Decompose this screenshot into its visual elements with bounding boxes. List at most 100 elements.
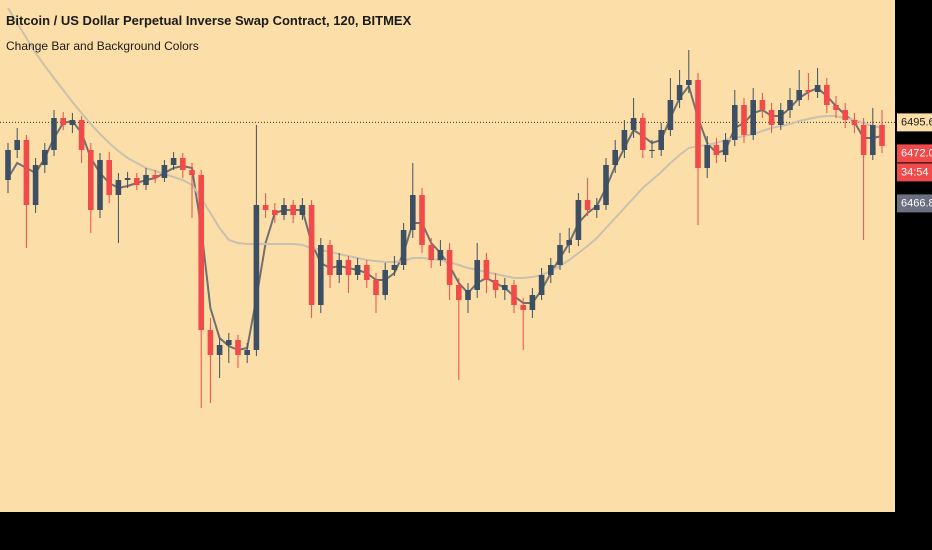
candle-body [713,145,720,155]
candle-body [612,150,618,165]
candle-body [640,118,646,150]
candle-body [124,178,131,180]
candle-body [511,285,517,305]
candle-body [290,205,296,215]
candle-body [32,165,39,205]
candle-body [814,85,821,92]
candle-body [161,165,168,178]
candle-body [658,130,664,150]
candle-body [520,305,526,310]
candle-body [400,230,407,265]
candle-body [768,110,775,125]
candle-body [134,178,140,185]
candle-body [603,165,609,205]
candle-body [244,350,250,355]
candle-body [474,260,480,290]
candle-body [23,140,30,205]
candle-body [483,260,490,280]
last-price-label-box [897,144,932,163]
candle-body [566,240,572,245]
candle-body [805,90,812,92]
candle-body [732,105,738,140]
candle-body [824,85,830,105]
candle-body [529,295,536,310]
candle-body [465,290,471,300]
candle-body [649,150,655,151]
candle-body [60,118,66,125]
candle-body [686,80,692,85]
candle-body [778,110,784,125]
candle-body [51,118,57,150]
candle-body [548,265,554,275]
candle-body [336,260,342,275]
candle-body [410,195,416,230]
candle-body [226,340,232,345]
candle-body [69,120,76,125]
candle-body [676,85,683,100]
candle-body [575,200,582,240]
candle-body [115,180,122,195]
candle-body [584,200,591,210]
candle-body [621,130,628,150]
candle-body [327,245,333,275]
candle-body [308,205,315,305]
candle-body [428,245,434,260]
candle-body [695,80,701,168]
candle-body [879,125,885,146]
candle-body [345,260,352,275]
candle-body [382,270,388,295]
candle-body [97,160,103,210]
candle-body [354,265,361,275]
candle-body [557,245,563,265]
candle-body [281,205,287,215]
candle-body [391,265,398,270]
candle-body [78,120,85,150]
candle-body [299,205,306,215]
countdown-label: 34:54 [901,166,929,178]
price-line-label-box [897,113,932,132]
candle-body [870,125,876,155]
candle-body [180,158,186,170]
candle-body [364,265,370,280]
candle-body [667,100,674,130]
candle-body [630,118,637,130]
candle-body [842,110,848,120]
candle-body [796,90,802,100]
candle-body [456,285,462,300]
candle-body [198,175,204,330]
candle-body [437,250,444,260]
candle-body [851,120,858,125]
candle-body [42,150,48,165]
candle-body [502,285,508,290]
price-line-label: 6495.6 [901,116,932,128]
candle-body [759,100,766,110]
candle-body [419,195,425,245]
candle-body [787,100,793,110]
candle-body [272,210,278,215]
candle-body [88,150,94,210]
chart-title: Bitcoin / US Dollar Perpetual Inverse Sw… [6,13,412,28]
candle-body [14,140,20,150]
candle-body [170,158,177,165]
candle-body [741,105,747,135]
candle-body [152,175,158,178]
candle-body [446,250,453,285]
candle-body [538,275,545,295]
candle-body [373,280,379,295]
indicator-value-label: 6466.8 [901,197,932,209]
candle-body [318,245,324,305]
plot [0,7,895,408]
candle-body [860,125,867,155]
candle-body [216,345,223,355]
candle-body [189,170,195,175]
candle-body [235,340,241,355]
candle-body [262,205,269,210]
candle-body [750,100,756,135]
last-price-label: 6472.0 [901,147,932,159]
candle-body [704,145,710,168]
candle-body [492,280,499,290]
candle-body [143,175,149,185]
countdown-label-box [897,163,932,182]
